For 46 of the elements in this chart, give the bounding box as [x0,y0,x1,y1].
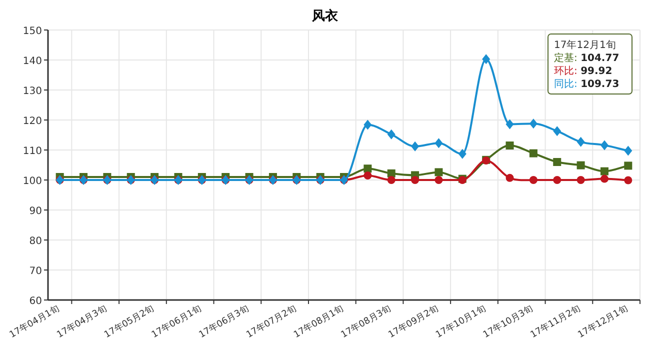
y-tick-label: 80 [29,236,42,247]
annotation: 定基: 104.77 [554,52,620,64]
point [576,136,585,147]
point [434,168,443,176]
point [506,119,514,130]
y-tick-label: 120 [22,116,42,127]
y-tick-label: 70 [29,266,42,277]
point [600,167,608,176]
chart-title: 风衣 [311,8,339,24]
point [624,146,632,156]
point [364,120,372,130]
y-tick-label: 110 [22,146,42,157]
y-tick-label: 150 [22,26,42,37]
point [529,149,538,158]
annotation: 环比: 99.92 [554,65,612,77]
point [553,176,562,184]
y-tick-label: 140 [22,56,42,67]
point [506,142,514,150]
y-tick-label: 130 [22,86,42,97]
point [624,162,632,170]
point [387,176,396,184]
point [458,148,466,159]
point [364,172,372,180]
point [529,118,538,129]
point [434,138,443,148]
point [576,161,585,170]
point [411,176,420,184]
point [506,174,514,182]
y-tick-label: 60 [29,296,42,307]
point [364,164,372,173]
y-tick-label: 100 [22,176,42,187]
y-tick-label: 90 [29,206,42,217]
point [387,169,396,178]
point [411,141,420,152]
point [600,174,608,183]
annotation: 同比: 109.73 [554,78,620,90]
point [482,54,490,64]
point [387,129,396,140]
point [553,158,562,166]
point [624,176,632,184]
annotation: 17年12月1旬 [554,39,616,51]
point [529,176,538,184]
point [553,126,562,136]
point [600,140,608,150]
point [434,176,443,184]
point [576,176,585,184]
